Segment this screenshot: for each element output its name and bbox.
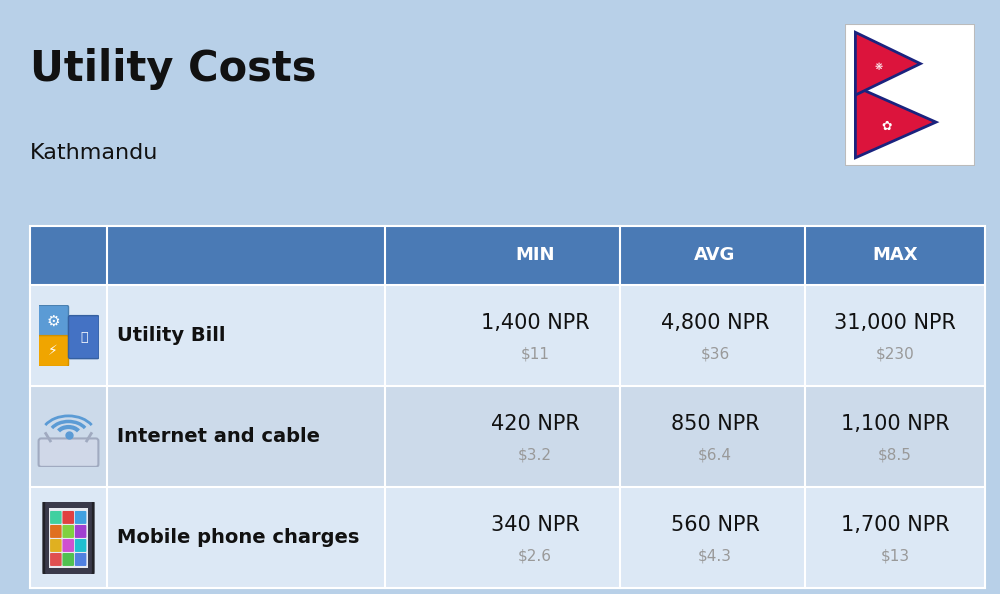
Polygon shape [855, 32, 920, 95]
Text: AVG: AVG [694, 247, 736, 264]
FancyBboxPatch shape [75, 525, 86, 538]
Text: ⚙: ⚙ [46, 313, 60, 328]
FancyBboxPatch shape [50, 539, 62, 552]
Bar [30, 487, 985, 588]
FancyBboxPatch shape [39, 438, 98, 467]
FancyBboxPatch shape [49, 508, 88, 568]
Text: $4.3: $4.3 [698, 548, 732, 563]
Text: Kathmandu: Kathmandu [30, 143, 158, 163]
Text: ⚡: ⚡ [48, 344, 58, 358]
FancyBboxPatch shape [50, 553, 62, 566]
Polygon shape [855, 87, 936, 158]
Text: ❋: ❋ [875, 62, 883, 71]
FancyBboxPatch shape [44, 500, 93, 576]
Text: Mobile phone charges: Mobile phone charges [117, 528, 359, 547]
Text: $8.5: $8.5 [878, 447, 912, 462]
FancyBboxPatch shape [75, 511, 86, 524]
Bar [30, 386, 985, 487]
Text: $2.6: $2.6 [518, 548, 552, 563]
FancyBboxPatch shape [62, 553, 74, 566]
Text: 1,400 NPR: 1,400 NPR [481, 314, 589, 333]
FancyBboxPatch shape [62, 539, 74, 552]
FancyBboxPatch shape [62, 511, 74, 524]
Text: MAX: MAX [872, 247, 918, 264]
FancyBboxPatch shape [62, 525, 74, 538]
FancyBboxPatch shape [75, 539, 86, 552]
Text: 340 NPR: 340 NPR [491, 516, 579, 535]
Text: $13: $13 [880, 548, 910, 563]
Text: Utility Bill: Utility Bill [117, 326, 226, 345]
Text: 🖥: 🖥 [80, 331, 88, 343]
Text: $6.4: $6.4 [698, 447, 732, 462]
Text: MIN: MIN [515, 247, 555, 264]
FancyBboxPatch shape [50, 511, 62, 524]
Text: $36: $36 [700, 346, 730, 361]
Text: $230: $230 [876, 346, 914, 361]
Text: 420 NPR: 420 NPR [491, 415, 579, 434]
Text: 1,700 NPR: 1,700 NPR [841, 516, 949, 535]
Text: $11: $11 [520, 346, 550, 361]
Text: $3.2: $3.2 [518, 447, 552, 462]
Text: 31,000 NPR: 31,000 NPR [834, 314, 956, 333]
Text: 4,800 NPR: 4,800 NPR [661, 314, 769, 333]
FancyBboxPatch shape [68, 315, 99, 359]
FancyBboxPatch shape [75, 553, 86, 566]
Bar [30, 226, 985, 285]
FancyBboxPatch shape [38, 305, 68, 336]
FancyBboxPatch shape [38, 336, 68, 366]
Bar [30, 226, 985, 588]
Text: 1,100 NPR: 1,100 NPR [841, 415, 949, 434]
Text: Utility Costs: Utility Costs [30, 48, 316, 90]
Text: ✿: ✿ [881, 120, 892, 133]
FancyBboxPatch shape [50, 525, 62, 538]
Text: 850 NPR: 850 NPR [671, 415, 759, 434]
Text: Internet and cable: Internet and cable [117, 427, 320, 446]
Bar [30, 285, 985, 386]
Text: 560 NPR: 560 NPR [671, 516, 759, 535]
